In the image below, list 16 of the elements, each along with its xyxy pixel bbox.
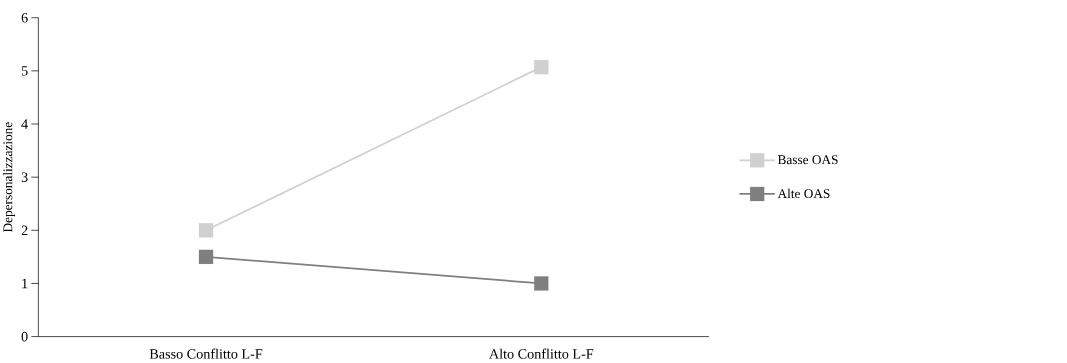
y-tick-label: 2 — [21, 225, 28, 235]
point — [534, 59, 549, 75]
y-tick-label: 6 — [21, 12, 28, 23]
y-tick-label: 1 — [22, 278, 28, 289]
x-tick-label: Alto Conflitto L-F — [489, 348, 594, 359]
point — [198, 223, 214, 238]
point — [534, 276, 549, 291]
y-tick-label: 5 — [21, 66, 28, 76]
legend-label: Alte OAS — [777, 188, 830, 198]
point — [198, 249, 214, 264]
y-axis-title: Depersonalizzazione — [2, 122, 16, 233]
y-tick-label: 3 — [21, 172, 28, 182]
y-tick-label: 0 — [21, 331, 28, 342]
legend-label: Basse OAS — [777, 155, 838, 165]
y-tick-label: 4 — [21, 119, 28, 129]
x-tick-label: Basso Conflitto L-F — [149, 348, 263, 359]
